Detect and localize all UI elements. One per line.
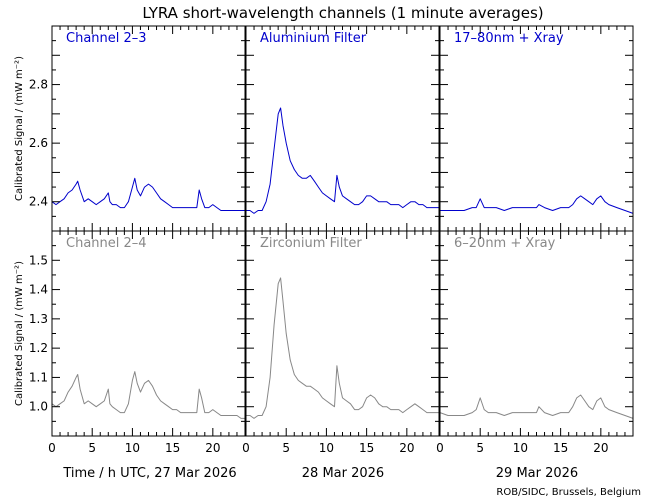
panel-frame-r1c0 — [51, 230, 246, 437]
chart-title: LYRA short-wavelength channels (1 minute… — [142, 4, 543, 22]
y-tick-label: 1.5 — [29, 253, 48, 267]
series-line-r0c2 — [440, 195, 634, 214]
panel-frame-r1c2 — [439, 230, 634, 437]
series-line-r1c2 — [439, 394, 634, 419]
x-tick-label: 10 — [513, 441, 528, 455]
panel-label-r1c2: 6–20nm + Xray — [454, 236, 556, 251]
series-line-r1c0 — [51, 371, 245, 419]
panel-label-r1c1: Zirconium Filter — [260, 236, 362, 251]
y-tick-label: 2.6 — [29, 136, 48, 150]
y-tick-label: 2.8 — [29, 78, 48, 92]
y-tick-label: 1.0 — [29, 400, 48, 414]
x-tick-label: 0 — [242, 441, 250, 455]
y-tick-label: 1.1 — [29, 370, 48, 384]
x-tick-label: 15 — [553, 441, 568, 455]
credit-text: ROB/SIDC, Brussels, Belgium — [496, 487, 641, 498]
series-line-r1c1 — [246, 277, 439, 419]
panel-label-r0c0: Channel 2–3 — [66, 31, 147, 46]
y-tick-label: 1.3 — [29, 312, 48, 326]
x-tick-label: 20 — [399, 441, 414, 455]
y-axis-label: Calibrated Signal / (mW m⁻²) — [14, 56, 25, 201]
series-line-r0c0 — [51, 177, 245, 211]
panel-label-r0c1: Aluminium Filter — [260, 31, 367, 46]
x-tick-label: 20 — [593, 441, 608, 455]
x-tick-label: 15 — [359, 441, 374, 455]
y-tick-label: 2.4 — [29, 195, 48, 209]
x-tick-label: 5 — [88, 441, 96, 455]
panel-frame-r0c1 — [245, 25, 440, 232]
y-axis-label: Calibrated Signal / (mW m⁻²) — [14, 261, 25, 406]
x-tick-label: 0 — [436, 441, 444, 455]
series-line-r0c1 — [246, 107, 439, 214]
x-tick-label: 5 — [282, 441, 290, 455]
x-tick-label: 5 — [476, 441, 484, 455]
x-tick-label: 10 — [319, 441, 334, 455]
panel-frame-r0c0 — [51, 25, 246, 232]
day-label-3: 29 Mar 2026 — [496, 466, 578, 481]
y-tick-label: 1.2 — [29, 341, 48, 355]
x-tick-label: 10 — [125, 441, 140, 455]
y-tick-label: 1.4 — [29, 283, 48, 297]
panel-label-r1c0: Channel 2–4 — [66, 236, 147, 251]
panel-frame-r1c1 — [245, 230, 440, 437]
day-label-2: 28 Mar 2026 — [302, 466, 384, 481]
x-tick-label: 20 — [205, 441, 220, 455]
x-tick-label: 15 — [165, 441, 180, 455]
panel-label-r0c2: 17–80nm + Xray — [454, 31, 564, 46]
plot-area: Channel 2–3 Aluminium Filter 17–80nm + Xra… — [14, 25, 634, 455]
day-label-1: Time / h UTC, 27 Mar 2026 — [62, 466, 236, 481]
x-tick-label: 0 — [48, 441, 56, 455]
